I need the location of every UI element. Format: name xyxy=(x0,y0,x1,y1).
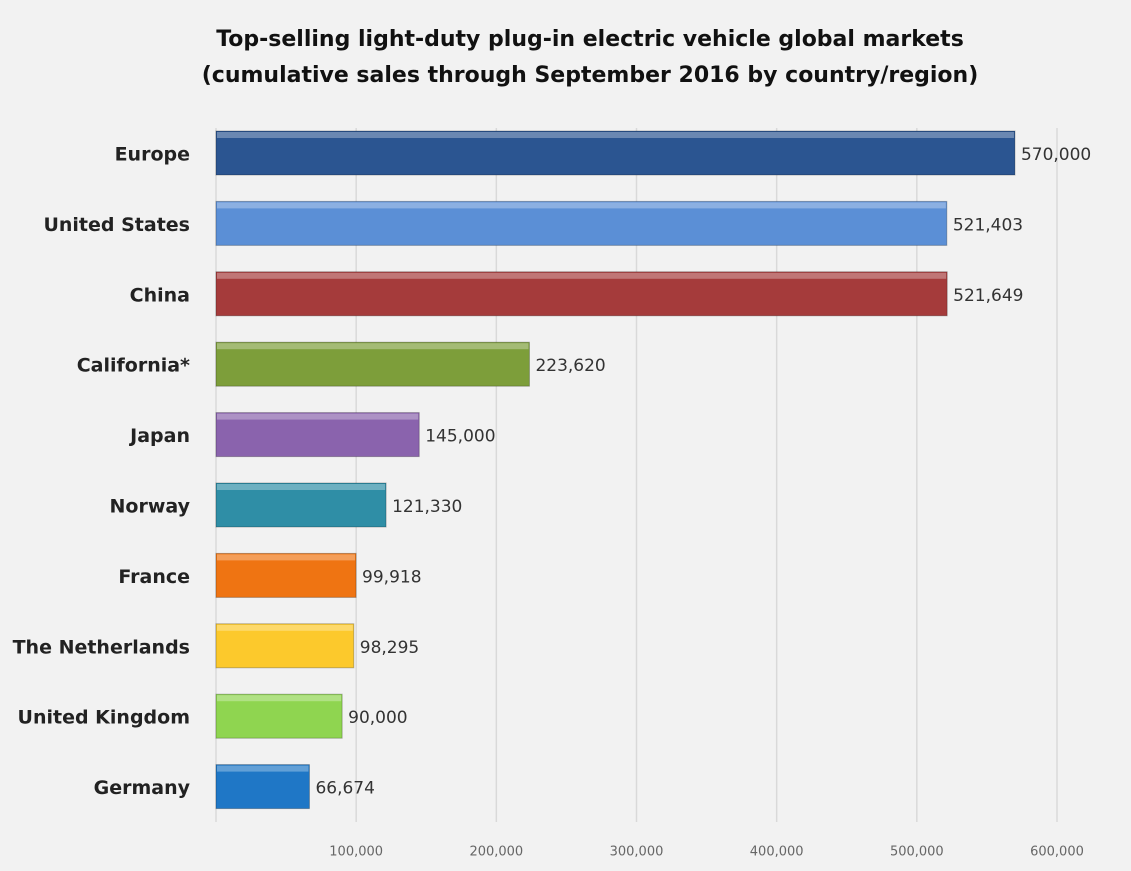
bar-highlight xyxy=(217,202,946,209)
bar xyxy=(215,130,1016,176)
data-label: 145,000 xyxy=(425,427,495,447)
bar xyxy=(215,552,357,598)
y-tick-label: United States xyxy=(43,214,190,236)
data-label: 90,000 xyxy=(348,708,407,728)
y-tick-label: Norway xyxy=(110,496,191,518)
bar-highlight xyxy=(217,343,529,350)
y-tick-label: Europe xyxy=(115,144,190,166)
chart-subtitle: (cumulative sales through September 2016… xyxy=(202,63,979,88)
bar-highlight xyxy=(217,695,342,702)
bar-highlight xyxy=(217,272,947,279)
bar xyxy=(215,693,343,739)
bar-highlight xyxy=(217,624,353,631)
bar xyxy=(215,341,530,387)
data-label: 223,620 xyxy=(535,356,605,376)
x-tick-label: 500,000 xyxy=(890,845,944,860)
x-tick-label: 100,000 xyxy=(329,845,383,860)
bar-highlight xyxy=(217,765,309,772)
x-tick-label: 300,000 xyxy=(610,845,664,860)
bar xyxy=(215,764,310,810)
bar-highlight xyxy=(217,132,1014,138)
data-label: 66,674 xyxy=(315,779,374,799)
y-tick-label: China xyxy=(130,284,190,306)
x-tick-label: 400,000 xyxy=(750,845,804,860)
bar-highlight xyxy=(217,413,419,420)
bar xyxy=(215,412,420,458)
y-tick-label: Japan xyxy=(128,425,190,447)
y-tick-label: California* xyxy=(77,355,190,377)
x-tick-label: 200,000 xyxy=(469,845,523,860)
chart-title: Top-selling light-duty plug-in electric … xyxy=(216,27,964,52)
y-tick-label: United Kingdom xyxy=(18,707,190,729)
x-tick-label: 600,000 xyxy=(1030,845,1084,860)
y-tick-label: France xyxy=(118,566,190,588)
bar-highlight xyxy=(217,554,356,561)
bar xyxy=(215,623,355,669)
data-label: 521,403 xyxy=(953,215,1023,235)
bar xyxy=(215,482,387,528)
bar-highlight xyxy=(217,484,386,490)
bar xyxy=(215,200,948,246)
bar xyxy=(215,271,948,317)
data-label: 121,330 xyxy=(392,497,462,517)
y-tick-label: Germany xyxy=(94,777,191,799)
data-label: 570,000 xyxy=(1021,145,1091,165)
data-label: 99,918 xyxy=(362,567,421,587)
data-label: 98,295 xyxy=(360,638,419,658)
y-tick-label: The Netherlands xyxy=(13,636,190,658)
data-label: 521,649 xyxy=(953,286,1023,306)
